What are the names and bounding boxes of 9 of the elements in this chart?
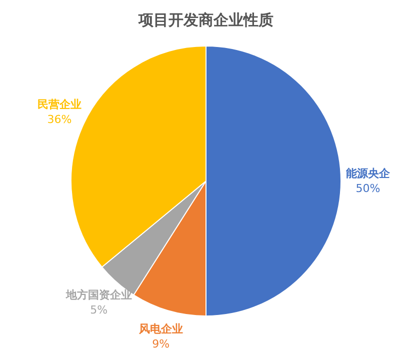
data-label: 9% <box>152 338 170 351</box>
chart-title: 项目开发商企业性质 <box>138 11 274 29</box>
slice-label: 风电企业 <box>138 322 183 336</box>
slice-label: 民营企业 <box>37 98 82 112</box>
slice-label: 能源央企 <box>346 167 391 180</box>
data-label: 36% <box>47 113 72 126</box>
data-label: 5% <box>90 304 108 317</box>
data-label: 50% <box>356 182 380 195</box>
slice-label: 地方国资企业 <box>64 288 132 302</box>
